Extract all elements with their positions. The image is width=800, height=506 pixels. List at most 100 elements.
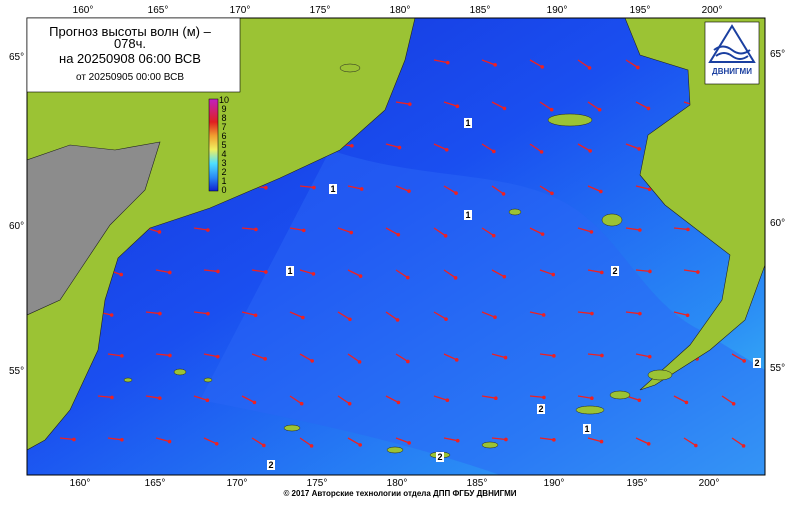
contour-label-box [464,118,472,128]
wave-arrow [241,227,258,232]
contour-label: 1 [584,424,589,434]
arrow-shaft [587,185,602,193]
arrow-shaft [577,395,592,399]
wave-arrow [193,311,210,316]
wave-arrow [145,311,162,316]
arrow-head [349,230,354,235]
arrow-shaft [635,185,650,190]
arrow-shaft [587,269,602,274]
arrow-head [502,106,507,111]
arrow-head [167,439,172,444]
wave-arrow [587,269,604,275]
arrow-shaft [347,185,362,190]
arrow-head [309,444,314,448]
arrow-shaft [347,269,361,277]
arrow-head [696,270,700,274]
colorbar-label: 0 [221,185,226,195]
arrow-head [205,398,210,402]
arrow-shaft [721,395,735,405]
arrow-shaft [481,311,496,318]
wave-arrow [539,269,556,277]
arrow-head [539,150,544,154]
arrow-head [264,270,268,274]
wave-arrow [347,269,363,278]
arrow-shaft [443,353,457,361]
lon-label-top: 190° [547,5,568,16]
arrow-head [397,145,402,150]
arrow-head [157,230,162,234]
contour-label-box [286,266,294,276]
arrow-head [406,359,410,364]
arrow-shaft [299,269,314,275]
arrow-shaft [385,143,400,149]
arrow-head [501,192,506,196]
arrow-head [110,395,114,400]
arrow-head [405,275,410,280]
wave-arrow [443,353,459,362]
arrow-head [646,106,651,111]
arrow-head [109,313,114,317]
arrow-head [540,232,545,236]
arrow-shaft [395,437,410,444]
arrow-head [648,269,652,274]
arrow-shaft [635,353,650,358]
wave-arrow [251,353,267,361]
colorbar-label: 10 [219,95,229,105]
map-area [27,18,765,475]
arrow-head [741,444,746,448]
arrow-shaft [107,437,122,441]
contour-label-box [329,184,337,194]
arrow-head [350,144,354,148]
arrow-head [167,270,172,275]
wave-arrow [481,143,496,154]
arrow-shaft [635,269,650,273]
lon-label-top: 195° [630,5,651,16]
wave-arrow [491,185,506,196]
wave-arrow [193,395,210,402]
arrow-shaft [443,101,458,107]
wave-arrow [203,353,220,359]
wave-arrow [539,101,554,112]
wave-arrow [577,311,594,316]
wave-arrow [443,101,460,108]
wave-arrow [673,311,690,318]
arrow-shaft [529,59,543,68]
arrow-shaft [433,143,448,151]
arrow-shaft [299,437,312,447]
arrow-head [636,65,640,70]
arrow-shaft [433,227,446,237]
arrow-head [600,353,604,358]
arrow-shaft [203,269,218,273]
arrow-shaft [491,269,505,278]
arrow-shaft [539,353,554,357]
arrow-head [158,396,162,400]
arrow-shaft [491,353,506,359]
land-gray [27,141,161,316]
wave-arrow [625,143,641,151]
logo-mark [708,24,756,63]
arrow-shaft [635,101,649,109]
arrow-head [493,63,497,67]
wave-arrow [299,437,314,448]
wave-arrow [443,269,458,280]
arrow-head [444,317,448,321]
wave-arrow [625,227,642,232]
wave-arrow [529,395,546,400]
arrow-shaft [347,353,360,363]
wave-arrow [299,269,316,276]
colorbar [208,98,219,192]
arrow-head [119,272,124,277]
contour-label: 2 [754,358,759,368]
arrow-head [252,400,257,405]
wave-arrow [491,353,508,360]
wave-arrow [337,227,354,235]
wave-arrow [433,311,448,321]
arrow-shaft [731,437,744,447]
arrow-head [504,437,508,442]
arrow-shaft [625,143,640,150]
wave-arrow [587,185,603,194]
lon-label-bottom: 160° [70,478,91,489]
arrow-head [694,443,698,448]
arrow-head [253,313,258,318]
arrow-shaft [587,353,602,357]
